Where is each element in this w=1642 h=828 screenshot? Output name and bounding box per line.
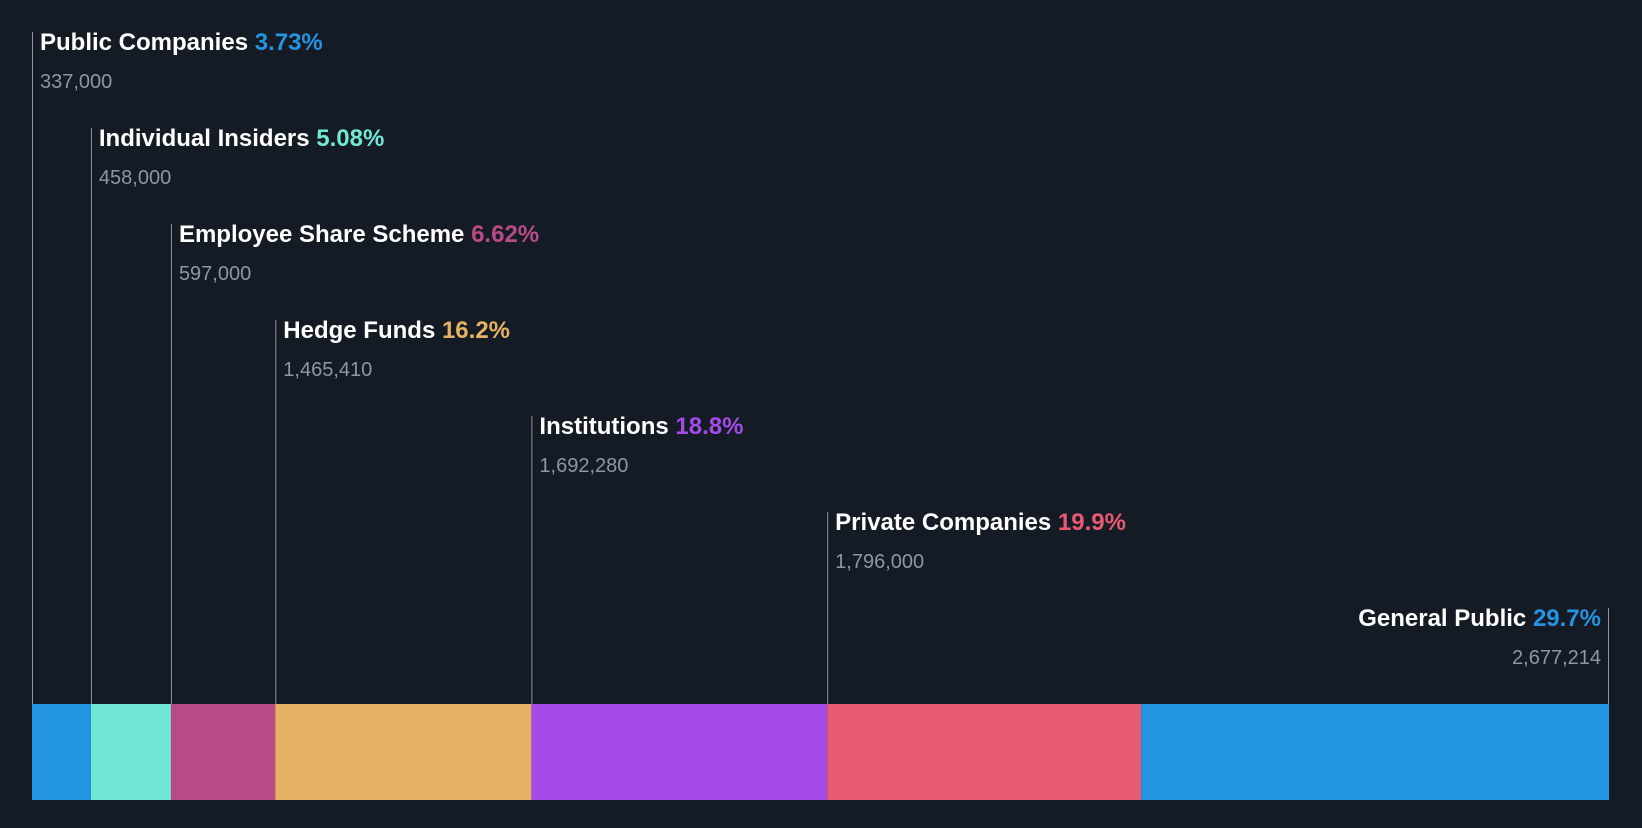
category-percent: 18.8% <box>675 413 743 440</box>
category-label-public-companies: Public Companies 3.73% <box>40 29 323 56</box>
category-label-individual-insiders: Individual Insiders 5.08% <box>99 125 384 152</box>
category-value-institutions: 1,692,280 <box>539 455 628 477</box>
category-percent: 29.7% <box>1533 605 1601 632</box>
leader-lines <box>32 32 1609 704</box>
bar-segment-hedge-funds <box>275 704 532 800</box>
category-label-general-public: General Public 29.7% <box>1358 605 1601 632</box>
category-label-private-companies: Private Companies 19.9% <box>835 509 1126 536</box>
category-value-public-companies: 337,000 <box>40 71 112 93</box>
category-percent: 16.2% <box>442 317 510 344</box>
category-label-institutions: Institutions 18.8% <box>539 413 743 440</box>
category-value-general-public: 2,677,214 <box>1512 647 1601 669</box>
category-name: Public Companies <box>40 29 255 56</box>
bar-segment-general-public <box>1141 704 1609 800</box>
bar-segment-public-companies <box>32 704 91 800</box>
category-name: Private Companies <box>835 509 1058 536</box>
category-value-employee-share-scheme: 597,000 <box>179 263 251 285</box>
bar-segment-individual-insiders <box>90 704 171 800</box>
bar-segment-private-companies <box>827 704 1142 800</box>
category-value-individual-insiders: 458,000 <box>99 167 171 189</box>
category-labels: Public Companies 3.73% 337,000 Individual … <box>40 29 1601 669</box>
category-value-hedge-funds: 1,465,410 <box>283 359 372 381</box>
bar-segment-employee-share-scheme <box>170 704 276 800</box>
category-percent: 3.73% <box>255 29 323 56</box>
category-name: Institutions <box>539 413 675 440</box>
category-value-private-companies: 1,796,000 <box>835 551 924 573</box>
bar-segment-institutions <box>531 704 828 800</box>
category-label-hedge-funds: Hedge Funds 16.2% <box>283 317 510 344</box>
category-name: General Public <box>1358 605 1533 632</box>
category-name: Hedge Funds <box>283 317 442 344</box>
category-percent: 6.62% <box>471 221 539 248</box>
category-name: Individual Insiders <box>99 125 316 152</box>
category-percent: 19.9% <box>1058 509 1126 536</box>
category-percent: 5.08% <box>316 125 384 152</box>
stacked-bar <box>32 704 1609 800</box>
category-name: Employee Share Scheme <box>179 221 471 248</box>
category-label-employee-share-scheme: Employee Share Scheme 6.62% <box>179 221 539 248</box>
